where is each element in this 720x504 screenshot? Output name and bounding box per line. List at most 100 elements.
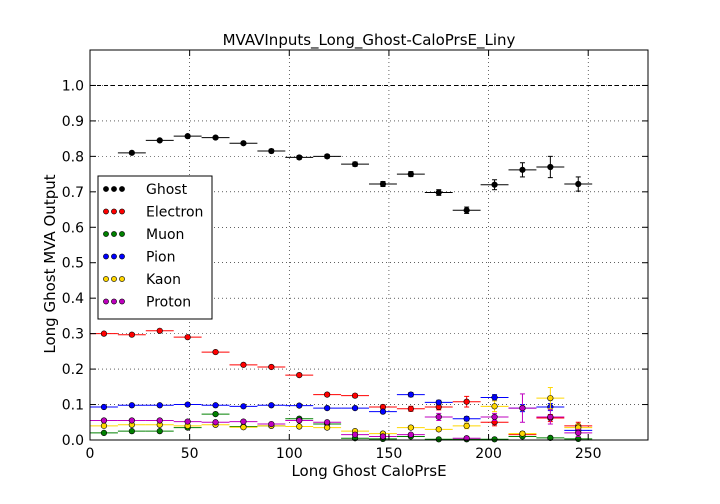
data-point — [575, 180, 582, 188]
data-point — [324, 424, 331, 431]
data-series-group — [90, 133, 593, 443]
y-tick-label: 0.1 — [62, 398, 84, 414]
legend-marker — [119, 276, 125, 282]
legend-marker — [103, 276, 109, 282]
data-point — [128, 331, 135, 338]
data-point — [156, 137, 163, 144]
legend-box — [97, 175, 213, 320]
data-point — [128, 417, 135, 424]
data-point — [268, 402, 275, 409]
legend-marker — [111, 298, 117, 305]
data-point — [379, 408, 387, 415]
data-point — [156, 402, 163, 409]
chart-title: MVAVInputs_Long_Ghost-CaloPrsE_Liny — [223, 31, 516, 50]
legend-marker — [111, 231, 117, 237]
data-point — [351, 161, 359, 168]
y-tick-label: 0.7 — [62, 185, 84, 201]
data-point — [128, 428, 135, 435]
data-point — [519, 404, 526, 412]
y-tick-label: 0.3 — [62, 327, 84, 343]
data-point — [435, 399, 442, 406]
data-point — [435, 413, 442, 421]
legend-marker — [111, 276, 117, 282]
data-point — [379, 180, 387, 188]
data-point — [351, 404, 359, 412]
plot-frame — [89, 49, 649, 441]
data-point — [296, 372, 303, 379]
y-tick-label: 0.4 — [62, 291, 84, 307]
data-point — [463, 415, 470, 422]
x-tick-label: 100 — [276, 446, 303, 462]
data-point — [407, 405, 414, 412]
data-point — [184, 418, 191, 425]
data-point — [128, 402, 135, 409]
data-point — [463, 422, 470, 429]
legend-marker — [111, 186, 117, 192]
data-point — [491, 403, 498, 410]
x-tick-label: 150 — [376, 446, 403, 462]
y-tick-label: 0.5 — [62, 256, 84, 272]
data-point — [240, 418, 247, 425]
legend-label-ghost: Ghost — [146, 182, 188, 198]
data-point — [100, 330, 108, 337]
data-point — [212, 348, 219, 356]
legend-label-pion: Pion — [146, 250, 175, 266]
data-point — [100, 417, 108, 424]
data-point — [184, 334, 191, 341]
data-point — [463, 398, 470, 405]
data-point — [575, 429, 582, 437]
data-point — [324, 153, 331, 160]
legend-marker — [111, 208, 117, 215]
legend-label-muon: Muon — [146, 227, 184, 243]
data-point — [407, 170, 414, 178]
legend-marker — [111, 253, 117, 260]
data-point — [491, 413, 498, 421]
x-tick-label: 50 — [181, 446, 199, 462]
x-tick-label: 250 — [575, 446, 602, 462]
y-tick-label: 0.2 — [62, 362, 84, 378]
data-point — [519, 430, 526, 437]
data-point — [268, 420, 275, 428]
data-point — [547, 395, 554, 402]
data-point — [547, 413, 554, 421]
data-point — [547, 434, 554, 441]
y-tick-label: 0.6 — [62, 220, 84, 236]
data-point — [296, 423, 303, 430]
data-point — [296, 417, 303, 424]
data-point — [212, 419, 219, 426]
data-point — [156, 327, 163, 334]
data-point — [324, 419, 331, 426]
data-point — [491, 436, 498, 443]
data-point — [407, 391, 414, 398]
legend-marker — [103, 231, 109, 237]
data-point — [379, 433, 387, 440]
legend-marker — [119, 231, 125, 237]
data-point — [100, 429, 108, 437]
data-point — [156, 417, 163, 424]
data-point — [240, 140, 247, 147]
y-tick-label: 0.0 — [62, 433, 84, 449]
legend-marker — [103, 186, 109, 192]
data-point — [100, 422, 108, 429]
data-point — [407, 431, 414, 438]
legend-label-proton: Proton — [146, 295, 191, 311]
data-point — [212, 411, 219, 418]
y-tick-label: 0.8 — [62, 149, 84, 165]
data-point — [100, 403, 108, 411]
legend-marker — [103, 298, 109, 305]
data-point — [435, 189, 442, 196]
data-point — [212, 402, 219, 409]
data-point — [491, 181, 498, 188]
axis-ticks: 0 50 100 150 200 250 0.0 0.1 0.2 0.3 0.4 0.5 0.6 0.7 0… — [62, 50, 648, 462]
legend-label-electron: Electron — [146, 205, 203, 221]
legend-marker — [103, 208, 109, 215]
data-point — [491, 394, 498, 401]
data-point — [324, 391, 331, 398]
legend-label-kaon: Kaon — [146, 272, 181, 288]
data-point — [547, 163, 554, 171]
data-point — [575, 435, 582, 443]
x-tick-label: 200 — [475, 446, 502, 462]
series-ghost — [117, 133, 593, 214]
y-tick-label: 1.0 — [62, 78, 84, 94]
